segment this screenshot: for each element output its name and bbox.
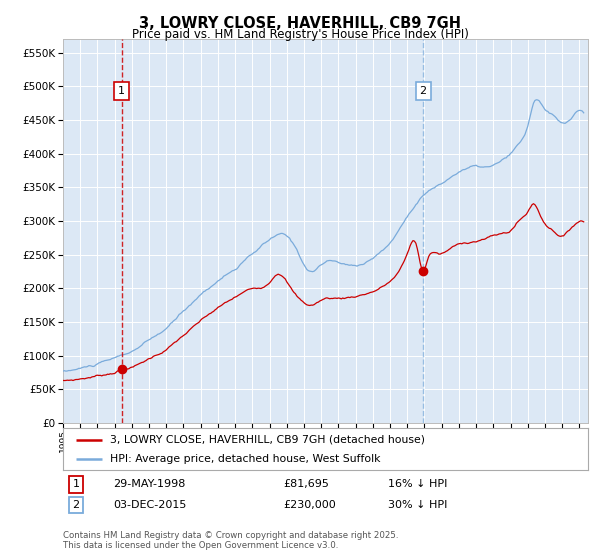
Text: 03-DEC-2015: 03-DEC-2015 <box>113 500 186 510</box>
Text: Contains HM Land Registry data © Crown copyright and database right 2025.
This d: Contains HM Land Registry data © Crown c… <box>63 531 398 550</box>
Text: HPI: Average price, detached house, West Suffolk: HPI: Average price, detached house, West… <box>110 454 381 464</box>
Text: £81,695: £81,695 <box>284 479 329 489</box>
Text: 30% ↓ HPI: 30% ↓ HPI <box>389 500 448 510</box>
Text: 1: 1 <box>118 86 125 96</box>
Text: Price paid vs. HM Land Registry's House Price Index (HPI): Price paid vs. HM Land Registry's House … <box>131 28 469 41</box>
Text: £230,000: £230,000 <box>284 500 336 510</box>
Text: 3, LOWRY CLOSE, HAVERHILL, CB9 7GH: 3, LOWRY CLOSE, HAVERHILL, CB9 7GH <box>139 16 461 31</box>
Text: 3, LOWRY CLOSE, HAVERHILL, CB9 7GH (detached house): 3, LOWRY CLOSE, HAVERHILL, CB9 7GH (deta… <box>110 435 425 445</box>
Text: 1: 1 <box>73 479 80 489</box>
Text: 2: 2 <box>73 500 80 510</box>
Text: 16% ↓ HPI: 16% ↓ HPI <box>389 479 448 489</box>
Text: 2: 2 <box>419 86 427 96</box>
Text: 29-MAY-1998: 29-MAY-1998 <box>113 479 185 489</box>
